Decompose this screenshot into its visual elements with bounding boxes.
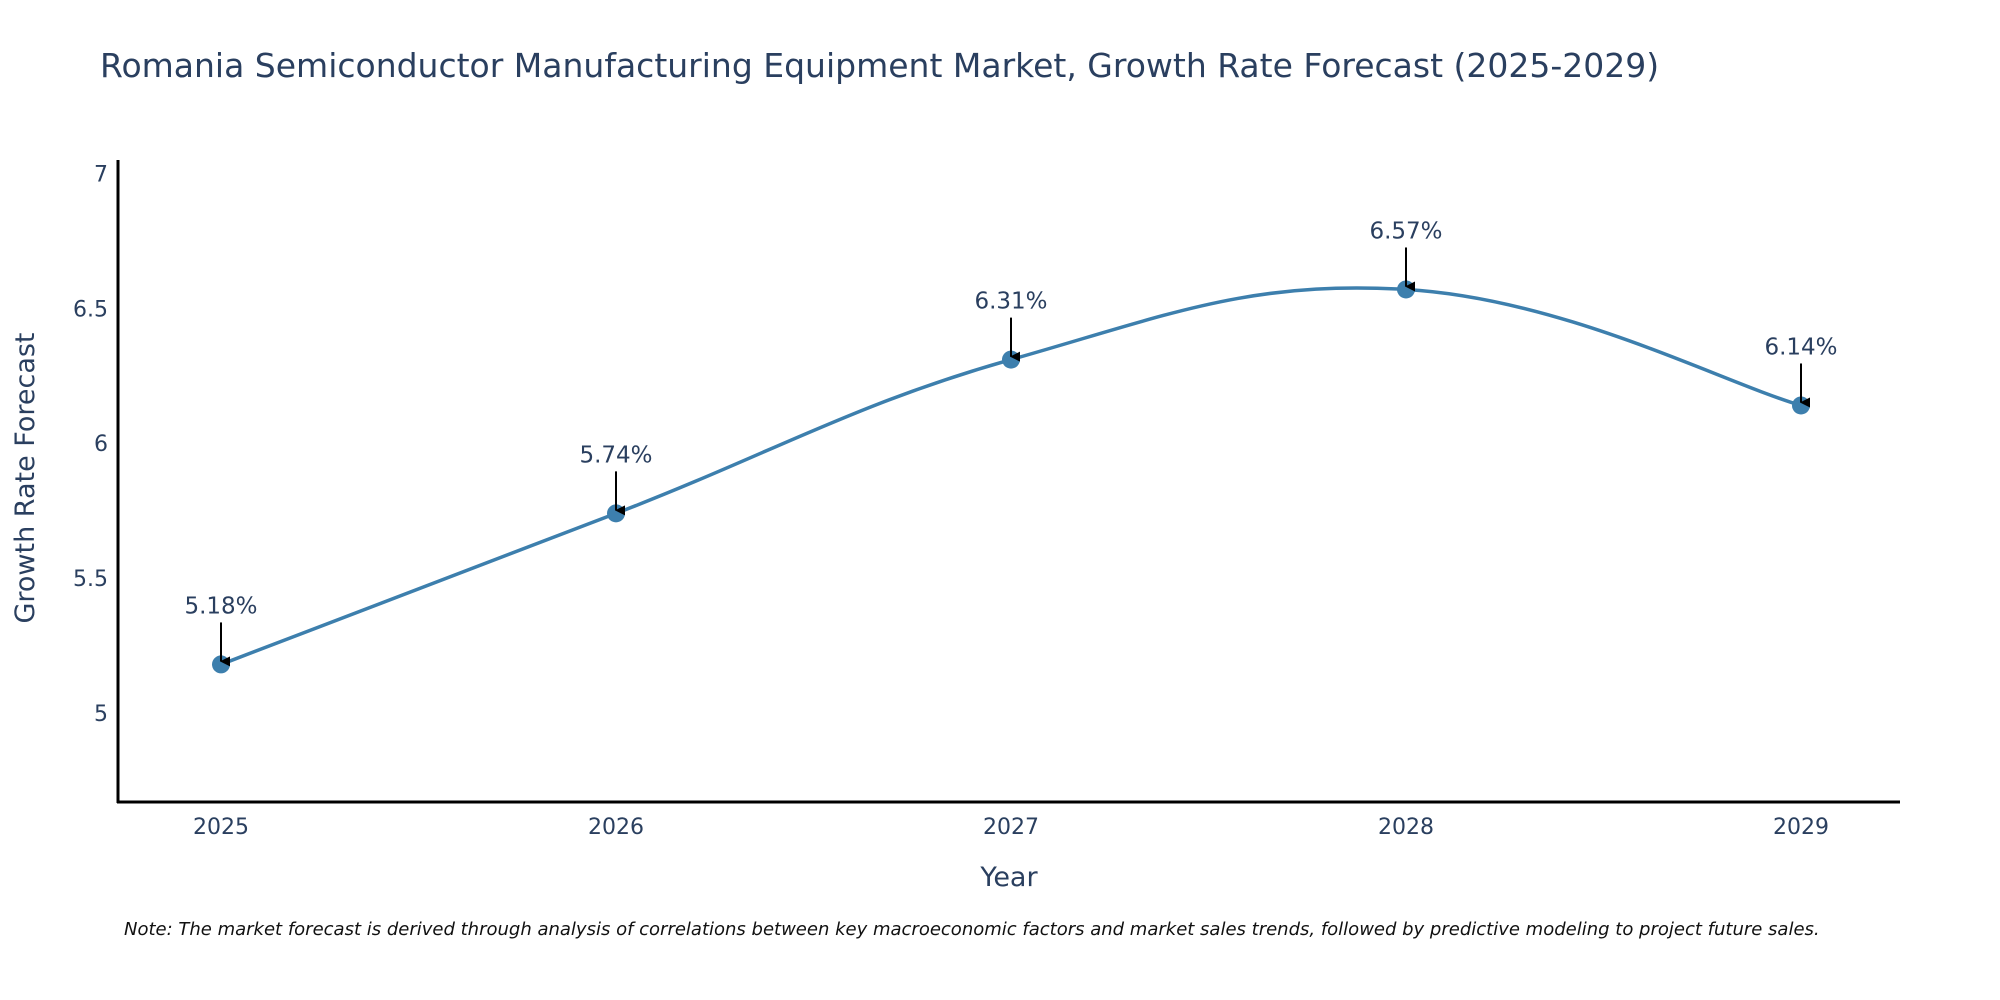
x-tick-label: 2027 [983,815,1039,840]
data-label: 6.57% [1369,218,1442,244]
y-tick-label: 6.5 [73,297,108,322]
data-label: 5.18% [184,593,257,619]
x-axis-title: Year [979,862,1038,893]
y-tick-label: 5 [94,702,108,727]
y-tick-label: 6 [94,432,108,457]
chart-title: Romania Semiconductor Manufacturing Equi… [100,46,1660,85]
y-tick-label: 7 [94,162,108,187]
data-label: 6.14% [1764,334,1837,360]
x-tick-label: 2025 [193,815,249,840]
x-tick-label: 2029 [1773,815,1829,840]
data-label: 5.74% [579,442,652,468]
footnote: Note: The market forecast is derived thr… [124,919,1820,940]
data-label: 6.31% [974,289,1047,315]
y-tick-label: 5.5 [73,567,108,592]
x-tick-label: 2028 [1378,815,1434,840]
x-tick-label: 2026 [588,815,644,840]
y-axis-title: Growth Rate Forecast [10,332,41,623]
